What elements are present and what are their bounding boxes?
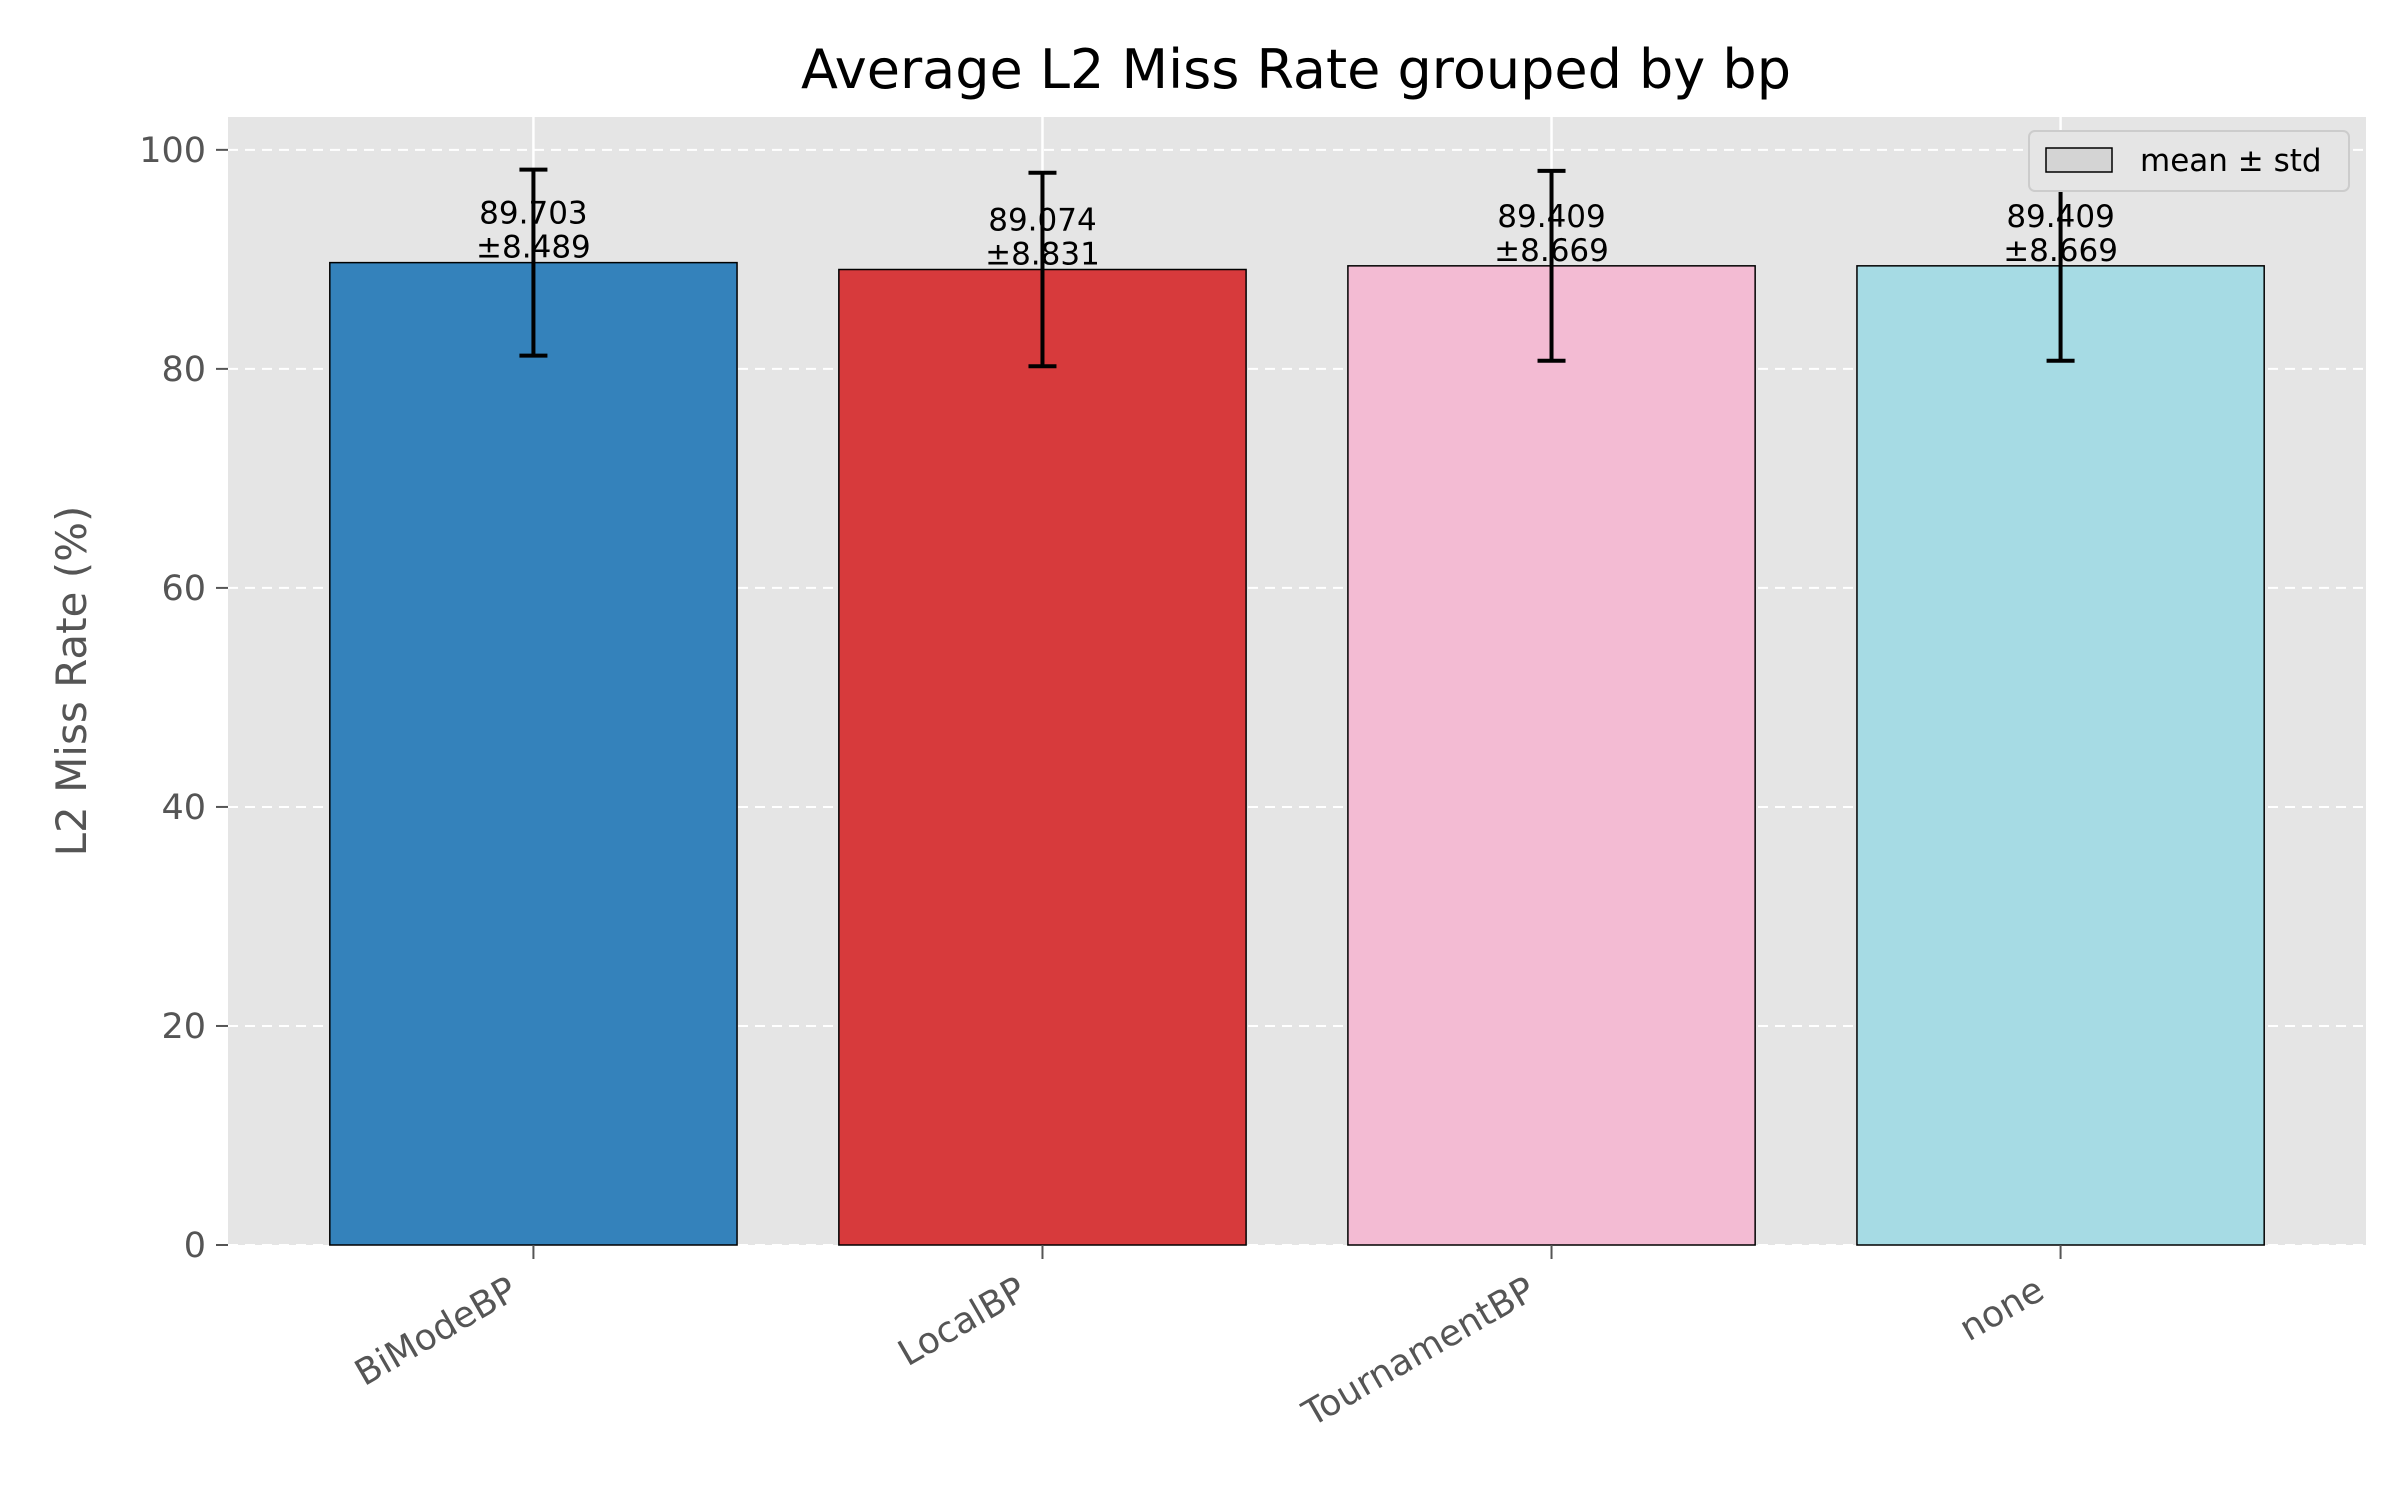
error-label: ±8.669 [2003,233,2118,269]
y-tick-label: 40 [161,788,206,828]
value-label: 89.409 [2006,199,2114,235]
x-tick-label: none [1953,1269,2051,1349]
y-tick-label: 0 [184,1226,206,1266]
chart-title: Average L2 Miss Rate grouped by bp [801,38,1791,101]
legend-box [2028,130,2350,192]
error-label: ±8.489 [476,230,591,266]
y-tick-label: 60 [161,569,206,609]
bars-layer [329,167,2265,1246]
bar [838,268,1247,1246]
y-tick-label: 100 [139,131,206,171]
x-tick-label: TournamentBP [1295,1269,1542,1435]
x-tick-label: LocalBP [891,1269,1033,1374]
x-tick-label: BiModeBP [348,1269,524,1394]
y-tick-label: 80 [161,350,206,390]
labels-layer: 89.703±8.48989.074±8.83189.409±8.66989.4… [476,196,2118,273]
value-label: 89.409 [1497,199,1605,235]
value-label: 89.703 [479,196,587,232]
value-label: 89.074 [988,203,1096,239]
bar [1347,265,1756,1246]
bar [329,261,738,1246]
bar [1856,265,2265,1246]
error-label: ±8.669 [1494,233,1609,269]
legend-swatch [2045,147,2113,173]
legend: mean ± std [2028,130,2350,192]
legend-label: mean ± std [2140,143,2322,179]
y-tick-label: 20 [161,1007,206,1047]
error-label: ±8.831 [985,237,1100,273]
y-axis-label: L2 Miss Rate (%) [47,506,96,857]
